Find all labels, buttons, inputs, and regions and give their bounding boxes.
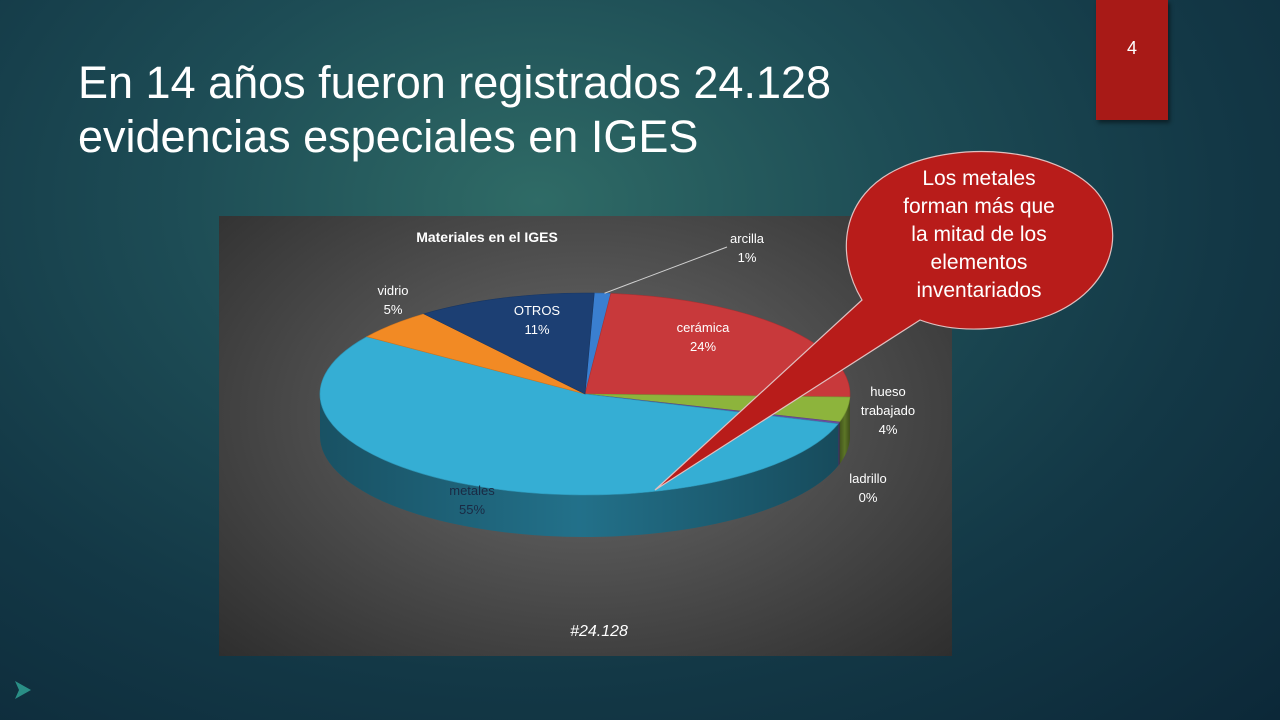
- slice-label-line: 24%: [690, 339, 716, 354]
- slice-label-line: arcilla: [730, 231, 765, 246]
- slice-label-line: vidrio: [377, 283, 408, 298]
- slice-label-line: hueso: [870, 384, 905, 399]
- pie-chart-svg: Materiales en el IGES arcilla 1% cerámica 2…: [319, 229, 915, 640]
- leader-line: [604, 246, 728, 294]
- slice-label-line: 5%: [384, 302, 403, 317]
- leader-lines: [604, 246, 728, 294]
- slice-label: vidrio 5%: [377, 283, 408, 317]
- slice-label-line: trabajado: [861, 403, 915, 418]
- pie-slice-cer-mica: [584, 293, 851, 398]
- slice-label-line: 0%: [859, 490, 878, 505]
- chart-title: Materiales en el IGES: [416, 229, 558, 245]
- callout-line: la mitad de los: [911, 223, 1047, 246]
- slice-label-line: metales: [449, 483, 495, 498]
- slice-label: hueso trabajado 4%: [861, 384, 915, 437]
- slice-label-line: 4%: [879, 422, 898, 437]
- slice-label: arcilla 1%: [730, 231, 765, 265]
- callout-line: forman más que: [903, 195, 1055, 218]
- pie-slice-side-shade: [320, 394, 839, 537]
- slide-title-line-2: evidencias especiales en IGES: [78, 111, 699, 162]
- slice-label: metales 55%: [449, 483, 495, 517]
- slide-title-line-1: En 14 años fueron registrados 24.128: [78, 57, 832, 108]
- slice-label-line: OTROS: [514, 303, 561, 318]
- slice-label: ladrillo 0%: [849, 471, 887, 505]
- callout-line: Los metales: [922, 167, 1036, 190]
- chart-footer-total: #24.128: [570, 623, 628, 640]
- slice-label: OTROS 11%: [514, 303, 561, 337]
- slide-number-badge: 4: [1096, 0, 1168, 120]
- pie-chart: Materiales en el IGES arcilla 1% cerámica 2…: [219, 216, 952, 656]
- slice-label-line: ladrillo: [849, 471, 887, 486]
- callout-line: elementos: [930, 251, 1028, 274]
- navigation-arrow-icon: [15, 681, 31, 699]
- slide-number: 4: [1126, 38, 1137, 58]
- slide-title: En 14 años fueron registrados 24.128 evi…: [78, 56, 978, 164]
- slice-label-line: cerámica: [677, 320, 731, 335]
- callout-line: inventariados: [916, 279, 1042, 302]
- slice-label-line: 1%: [738, 250, 757, 265]
- slice-label-line: 11%: [524, 322, 549, 337]
- pie-slice-otros: [422, 292, 595, 395]
- callout-text: Los metales forman más que la mitad de l…: [854, 165, 1104, 305]
- pie-top-faces: [319, 292, 851, 496]
- pie-slice-side-shade: [838, 421, 840, 466]
- slice-label-line: 55%: [459, 502, 485, 517]
